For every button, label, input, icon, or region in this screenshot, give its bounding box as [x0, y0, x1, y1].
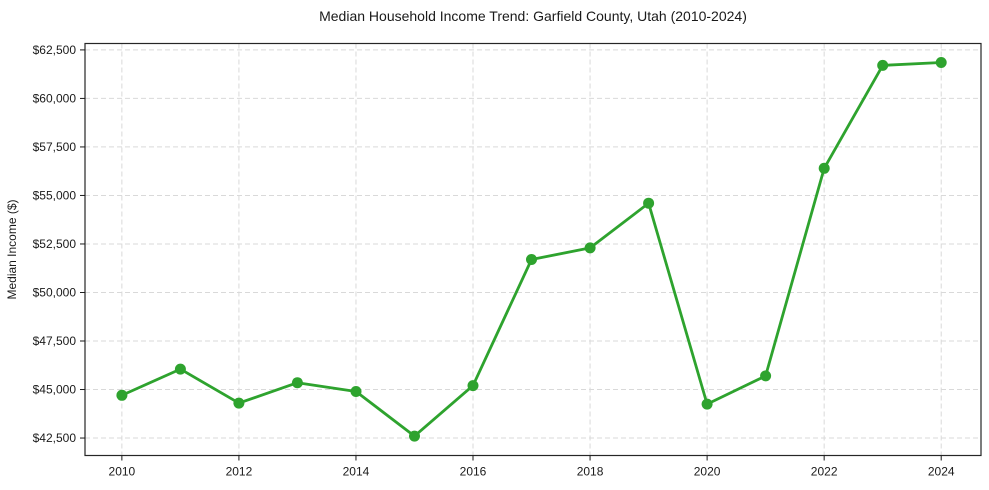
data-point-2011 [174, 363, 186, 375]
data-point-2020 [701, 398, 713, 410]
y-tick-label: $55,000 [33, 188, 77, 202]
data-point-2018 [584, 242, 596, 254]
y-tick-label: $60,000 [33, 91, 77, 105]
data-point-2021 [760, 370, 772, 382]
data-point-2016 [467, 380, 479, 392]
x-tick-label: 2010 [109, 465, 136, 479]
data-point-2024 [935, 57, 947, 68]
x-tick-label: 2020 [694, 465, 721, 479]
data-point-2017 [526, 254, 537, 265]
chart-title: Median Household Income Trend: Garfield … [319, 8, 747, 24]
x-tick-label: 2024 [928, 465, 955, 479]
x-tick-label: 2012 [226, 465, 253, 479]
x-tick-label: 2014 [343, 465, 370, 479]
y-tick-label: $47,500 [33, 334, 77, 348]
plot-border [84, 42, 982, 457]
data-point-2015 [409, 430, 420, 442]
y-tick-label: $52,500 [33, 237, 77, 251]
x-tick-label: 2022 [811, 465, 838, 479]
y-tick-label: $50,000 [33, 285, 77, 299]
data-point-2013 [291, 377, 303, 389]
y-tick-label: $57,500 [33, 140, 77, 154]
trend-line [120, 61, 943, 438]
data-point-2023 [877, 59, 889, 71]
data-point-2012 [233, 397, 245, 409]
plot-area: $42,500 $45,000 $47,500 $50,000 $52,500 $55,0… [33, 42, 982, 479]
data-point-2019 [643, 197, 655, 209]
y-tick-label: $42,500 [33, 431, 77, 445]
y-tick-label: $45,000 [33, 383, 77, 397]
y-axis-label: Median Income ($) [5, 199, 19, 299]
data-point-2022 [818, 162, 830, 174]
x-tick-label: 2018 [577, 465, 604, 479]
y-tick-label: $62,500 [33, 43, 77, 57]
data-point-2010 [116, 389, 128, 401]
x-tick-label: 2016 [460, 465, 487, 479]
data-point-2014 [350, 386, 362, 397]
